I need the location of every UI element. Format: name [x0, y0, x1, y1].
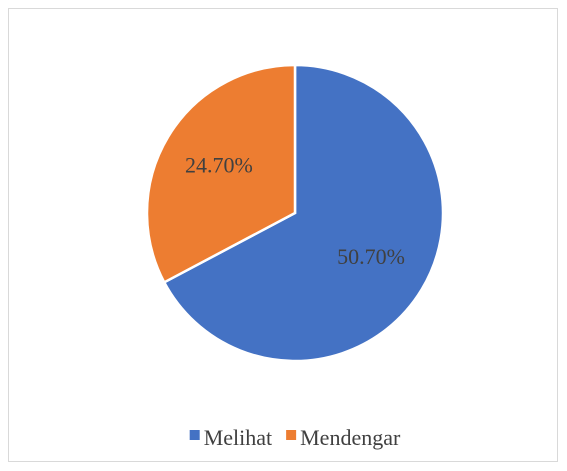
legend-swatch [286, 430, 297, 440]
legend-swatch [189, 430, 200, 440]
legend-label: Melihat [204, 425, 272, 450]
data-label: 50.70% [337, 244, 405, 269]
pie-slice [162, 63, 445, 363]
pie-slice [145, 63, 297, 285]
legend-label: Mendengar [300, 425, 401, 450]
data-label: 24.70% [185, 152, 253, 177]
